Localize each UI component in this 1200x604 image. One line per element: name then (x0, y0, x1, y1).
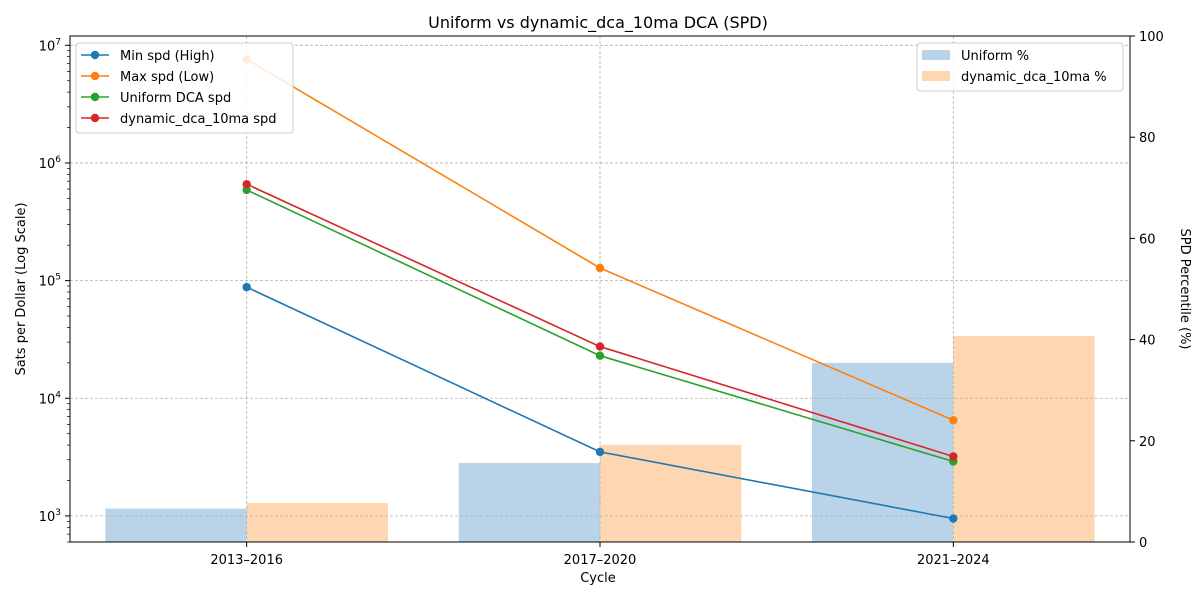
y-left-tick-label-0: 103 (39, 508, 61, 525)
line-point-2-1 (595, 351, 605, 360)
legend-lines: Min spd (High) Max spd (Low) Uniform DCA s… (75, 42, 294, 134)
line-point-1-2 (949, 416, 958, 425)
y-left-tick-label-4: 107 (39, 37, 61, 54)
x-tick-label-2: 2021–2024 (917, 553, 990, 568)
y-right-tick-label-0: 0 (1139, 536, 1147, 551)
y-axis-right-label: SPD Percentile (%) (1177, 229, 1192, 350)
bar-dynamic-1 (600, 444, 742, 542)
chart-title: Uniform vs dynamic_dca_10ma DCA (SPD) (428, 13, 768, 33)
legend-bars-frame (916, 42, 1124, 92)
legend-line-label-2: Uniform DCA spd (120, 91, 231, 106)
y-left-tick-label-3: 106 (39, 155, 62, 172)
bar-dynamic-0 (246, 503, 388, 542)
legend-line-marker-2 (90, 92, 100, 102)
legend-bar-swatch-0 (922, 50, 950, 60)
legend-line-label-1: Max spd (Low) (120, 70, 214, 85)
legend-line-label-0: Min spd (High) (120, 49, 215, 64)
y-right-tick-label-3: 60 (1139, 232, 1156, 247)
line-point-1-1 (595, 263, 605, 273)
x-tick-label-0: 2013–2016 (210, 553, 283, 568)
x-tick-label-1: 2017–2020 (564, 553, 637, 568)
y-right-tick-label-2: 40 (1139, 334, 1156, 349)
legend-bar-label-0: Uniform % (961, 49, 1029, 64)
bar-layer (105, 336, 1095, 542)
x-axis-label: Cycle (580, 571, 616, 586)
y-right-tick-label-4: 80 (1139, 131, 1156, 146)
legend-bar-swatch-1 (922, 71, 950, 81)
legend-bar-label-1: dynamic_dca_10ma % (961, 70, 1107, 85)
bar-uniform-1 (458, 463, 600, 542)
y-left-tick-label-1: 104 (39, 390, 62, 407)
line-layer (242, 55, 958, 523)
y-right-tick-label-1: 20 (1139, 435, 1156, 450)
axes-layer: 103 104 105 106 107 0 20 40 60 80 100 2013–2016 2017… (39, 30, 1164, 568)
legend-line-label-3: dynamic_dca_10ma spd (120, 112, 277, 127)
bar-dynamic-2 (953, 336, 1095, 542)
line-point-0-1 (595, 447, 605, 457)
line-point-3-2 (949, 452, 958, 461)
legend-lines-frame (75, 42, 294, 134)
legend-line-marker-0 (90, 50, 100, 60)
line-point-0-2 (949, 514, 958, 523)
y-right-tick-label-5: 100 (1139, 30, 1164, 45)
bar-uniform-0 (105, 508, 247, 542)
legend-bars: Uniform % dynamic_dca_10ma % (916, 42, 1124, 92)
legend-line-marker-3 (90, 113, 100, 123)
legend-line-marker-1 (90, 71, 100, 81)
line-point-3-0 (242, 179, 251, 189)
y-left-tick-label-2: 105 (39, 273, 61, 290)
line-point-3-1 (595, 342, 605, 351)
y-axis-left-label: Sats per Dollar (Log Scale) (14, 202, 29, 375)
bar-uniform-2 (812, 362, 954, 542)
line-point-0-0 (242, 282, 251, 292)
